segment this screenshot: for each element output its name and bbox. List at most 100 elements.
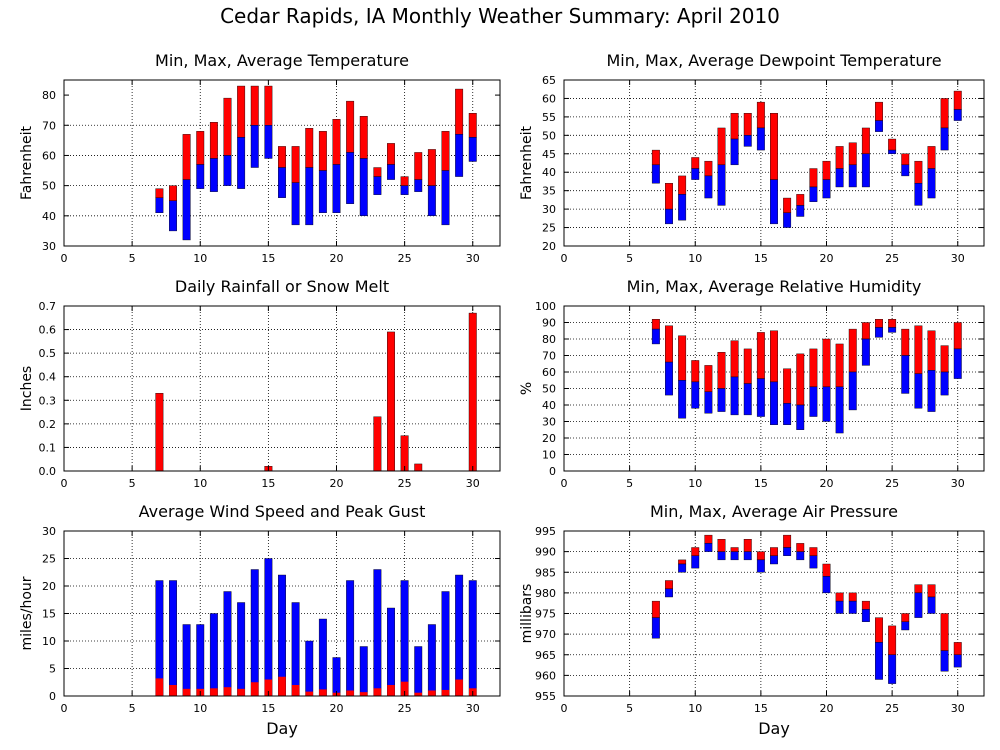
bar-upper-humidity [953, 322, 962, 350]
bar-upper-humidity [691, 360, 700, 383]
bar-upper-pressure [756, 551, 765, 561]
y-tick-label: 975 [535, 608, 556, 621]
bar-lower-temperature [332, 164, 341, 214]
panel-humidity: 0 5 10 15 20 25 30 0 10 20 30 40 50 60 70 80 90 100 Min, M… [519, 277, 985, 490]
bar-average-wind [441, 689, 450, 696]
bar-gust [264, 558, 273, 697]
y-tick-label: 0.3 [39, 394, 57, 407]
bar-upper-pressure [835, 592, 844, 602]
bar-upper-pressure [822, 563, 831, 577]
bar-lower-humidity [717, 388, 726, 412]
bar-upper-humidity [901, 328, 910, 356]
bar-lower-pressure [770, 555, 778, 565]
bar-upper-pressure [691, 547, 700, 556]
bar-lower-humidity [927, 370, 936, 412]
bar-upper-temperature [400, 176, 409, 186]
bar-upper-temperature [223, 97, 232, 156]
x-tick-label: 25 [885, 477, 899, 490]
bar-lower-pressure [743, 551, 752, 561]
bar-upper-pressure [914, 584, 923, 594]
y-axis-label: Fahrenheit [519, 125, 535, 200]
bar-upper-pressure [717, 539, 726, 552]
bar-upper-dewpoint [835, 146, 844, 169]
bar-upper-dewpoint [940, 98, 949, 129]
y-tick-label: 60 [542, 92, 556, 105]
x-tick-label: 25 [398, 477, 412, 490]
bar-lower-dewpoint [678, 194, 687, 221]
bar-average-wind [264, 679, 273, 696]
x-tick-label: 0 [561, 252, 568, 265]
bar-lower-pressure [704, 543, 713, 552]
x-tick-label: 15 [261, 702, 275, 715]
y-tick-label: 30 [542, 416, 556, 429]
bar-upper-dewpoint [756, 101, 765, 129]
y-tick-label: 0.0 [39, 465, 57, 478]
bar-lower-dewpoint [888, 149, 897, 154]
bar-upper-dewpoint [901, 153, 910, 166]
bar-lower-temperature [427, 185, 436, 217]
bar-average-wind [400, 681, 409, 696]
y-tick-label: 55 [542, 111, 556, 124]
y-tick-label: 50 [542, 383, 556, 396]
bar-gust [332, 657, 341, 697]
y-tick-label: 40 [42, 210, 56, 223]
bar-lower-pressure [678, 563, 687, 573]
bar-lower-pressure [835, 600, 844, 614]
bar-upper-humidity [770, 330, 778, 383]
bar-average-wind [305, 691, 313, 696]
y-tick-label: 80 [542, 333, 556, 346]
x-tick-label: 20 [820, 702, 834, 715]
bar-lower-temperature [196, 164, 205, 189]
bar-upper-humidity [822, 338, 831, 388]
bar-upper-temperature [155, 188, 164, 198]
bar-average-wind [387, 685, 395, 696]
y-tick-label: 30 [42, 525, 56, 538]
bar-lower-temperature [414, 179, 423, 192]
bar-lower-humidity [730, 376, 739, 416]
bar-lower-temperature [291, 182, 300, 226]
bar-upper-temperature [359, 116, 368, 159]
bar-lower-temperature [455, 134, 464, 177]
bar-lower-temperature [400, 185, 409, 195]
bar-lower-dewpoint [940, 127, 949, 151]
bar-upper-humidity [678, 335, 687, 381]
y-tick-label: 20 [542, 240, 556, 253]
plot-frame [63, 79, 501, 247]
bar-upper-dewpoint [809, 168, 818, 188]
bar-upper-dewpoint [678, 175, 687, 195]
bar-upper-pressure [888, 625, 897, 655]
bar-lower-temperature [468, 137, 477, 162]
bar-upper-temperature [305, 128, 314, 168]
x-tick-label: 0 [61, 477, 68, 490]
bar-lower-pressure [888, 654, 897, 684]
plot-frame [563, 79, 985, 247]
bar-lower-humidity [875, 327, 883, 338]
bar-lower-dewpoint [835, 168, 844, 188]
bar-upper-temperature [318, 131, 327, 171]
bar-lower-humidity [809, 386, 818, 417]
bar-lower-pressure [691, 555, 700, 569]
bar-upper-pressure [875, 617, 883, 643]
bar-lower-dewpoint [848, 164, 857, 188]
x-tick-label: 25 [398, 252, 412, 265]
bar-gust [182, 624, 191, 697]
y-tick-label: 40 [542, 399, 556, 412]
bar-upper-humidity [730, 340, 739, 378]
bar-average-wind [169, 685, 177, 696]
bar-lower-temperature [359, 158, 368, 217]
y-tick-label: 25 [542, 222, 556, 235]
y-tick-label: 60 [542, 366, 556, 379]
y-tick-label: 995 [535, 525, 556, 538]
bar-gust [441, 591, 450, 697]
bar-lower-dewpoint [796, 205, 805, 217]
bar-lower-dewpoint [861, 153, 870, 188]
bar-upper-dewpoint [822, 160, 831, 180]
bars-dewpoint [651, 90, 962, 228]
bar-gust [346, 580, 355, 697]
bar-lower-pressure [927, 596, 936, 614]
x-tick-label: 0 [561, 702, 568, 715]
x-tick-label: 20 [330, 477, 344, 490]
bar-upper-humidity [940, 345, 949, 373]
x-tick-label: 30 [466, 702, 480, 715]
x-tick-label: 10 [688, 477, 702, 490]
